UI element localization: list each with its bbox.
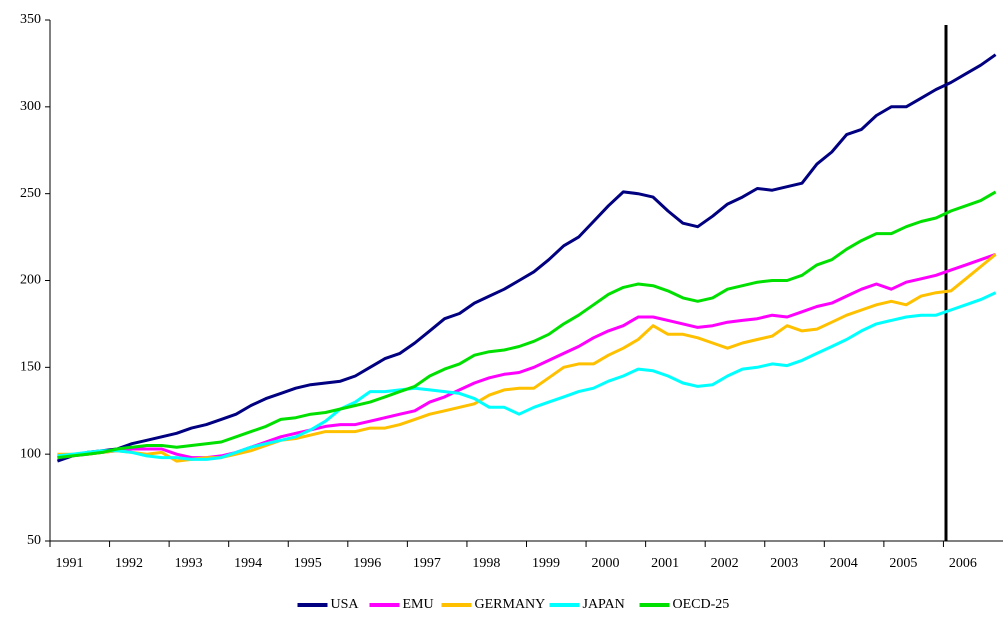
x-tick-label: 1999 <box>532 556 560 571</box>
x-tick-label: 1993 <box>175 556 203 571</box>
x-tick-label: 2004 <box>830 556 858 571</box>
x-tick-label: 1992 <box>115 556 143 571</box>
x-tick-label: 1991 <box>55 556 83 571</box>
series-line <box>56 53 997 463</box>
x-tick-label: 1995 <box>294 556 322 571</box>
y-tick-label: 350 <box>20 12 41 27</box>
y-tick-label: 250 <box>20 186 41 201</box>
series-line <box>57 253 997 463</box>
x-tick-label: 1998 <box>472 556 500 571</box>
x-tick-label: 1994 <box>234 556 262 571</box>
legend-label: USA <box>331 597 360 612</box>
legend-label: EMU <box>403 597 434 612</box>
x-tick-label: 1996 <box>353 556 381 571</box>
x-tick-label: 2002 <box>711 556 739 571</box>
y-tick-label: 100 <box>20 446 41 461</box>
x-tick-label: 1997 <box>413 556 441 571</box>
series-line <box>57 291 997 461</box>
y-tick-label: 300 <box>20 99 41 114</box>
y-tick-label: 50 <box>27 533 41 548</box>
x-tick-label: 2001 <box>651 556 679 571</box>
legend-label: JAPAN <box>583 597 625 612</box>
y-tick-label: 150 <box>20 360 41 375</box>
legend-label: GERMANY <box>475 597 546 612</box>
series-line <box>57 190 997 460</box>
x-tick-label: 2005 <box>889 556 917 571</box>
x-tick-label: 2006 <box>949 556 977 571</box>
legend-label: OECD-25 <box>673 597 730 612</box>
y-tick-label: 200 <box>20 273 41 288</box>
x-tick-label: 2000 <box>592 556 620 571</box>
x-tick-label: 2003 <box>770 556 798 571</box>
